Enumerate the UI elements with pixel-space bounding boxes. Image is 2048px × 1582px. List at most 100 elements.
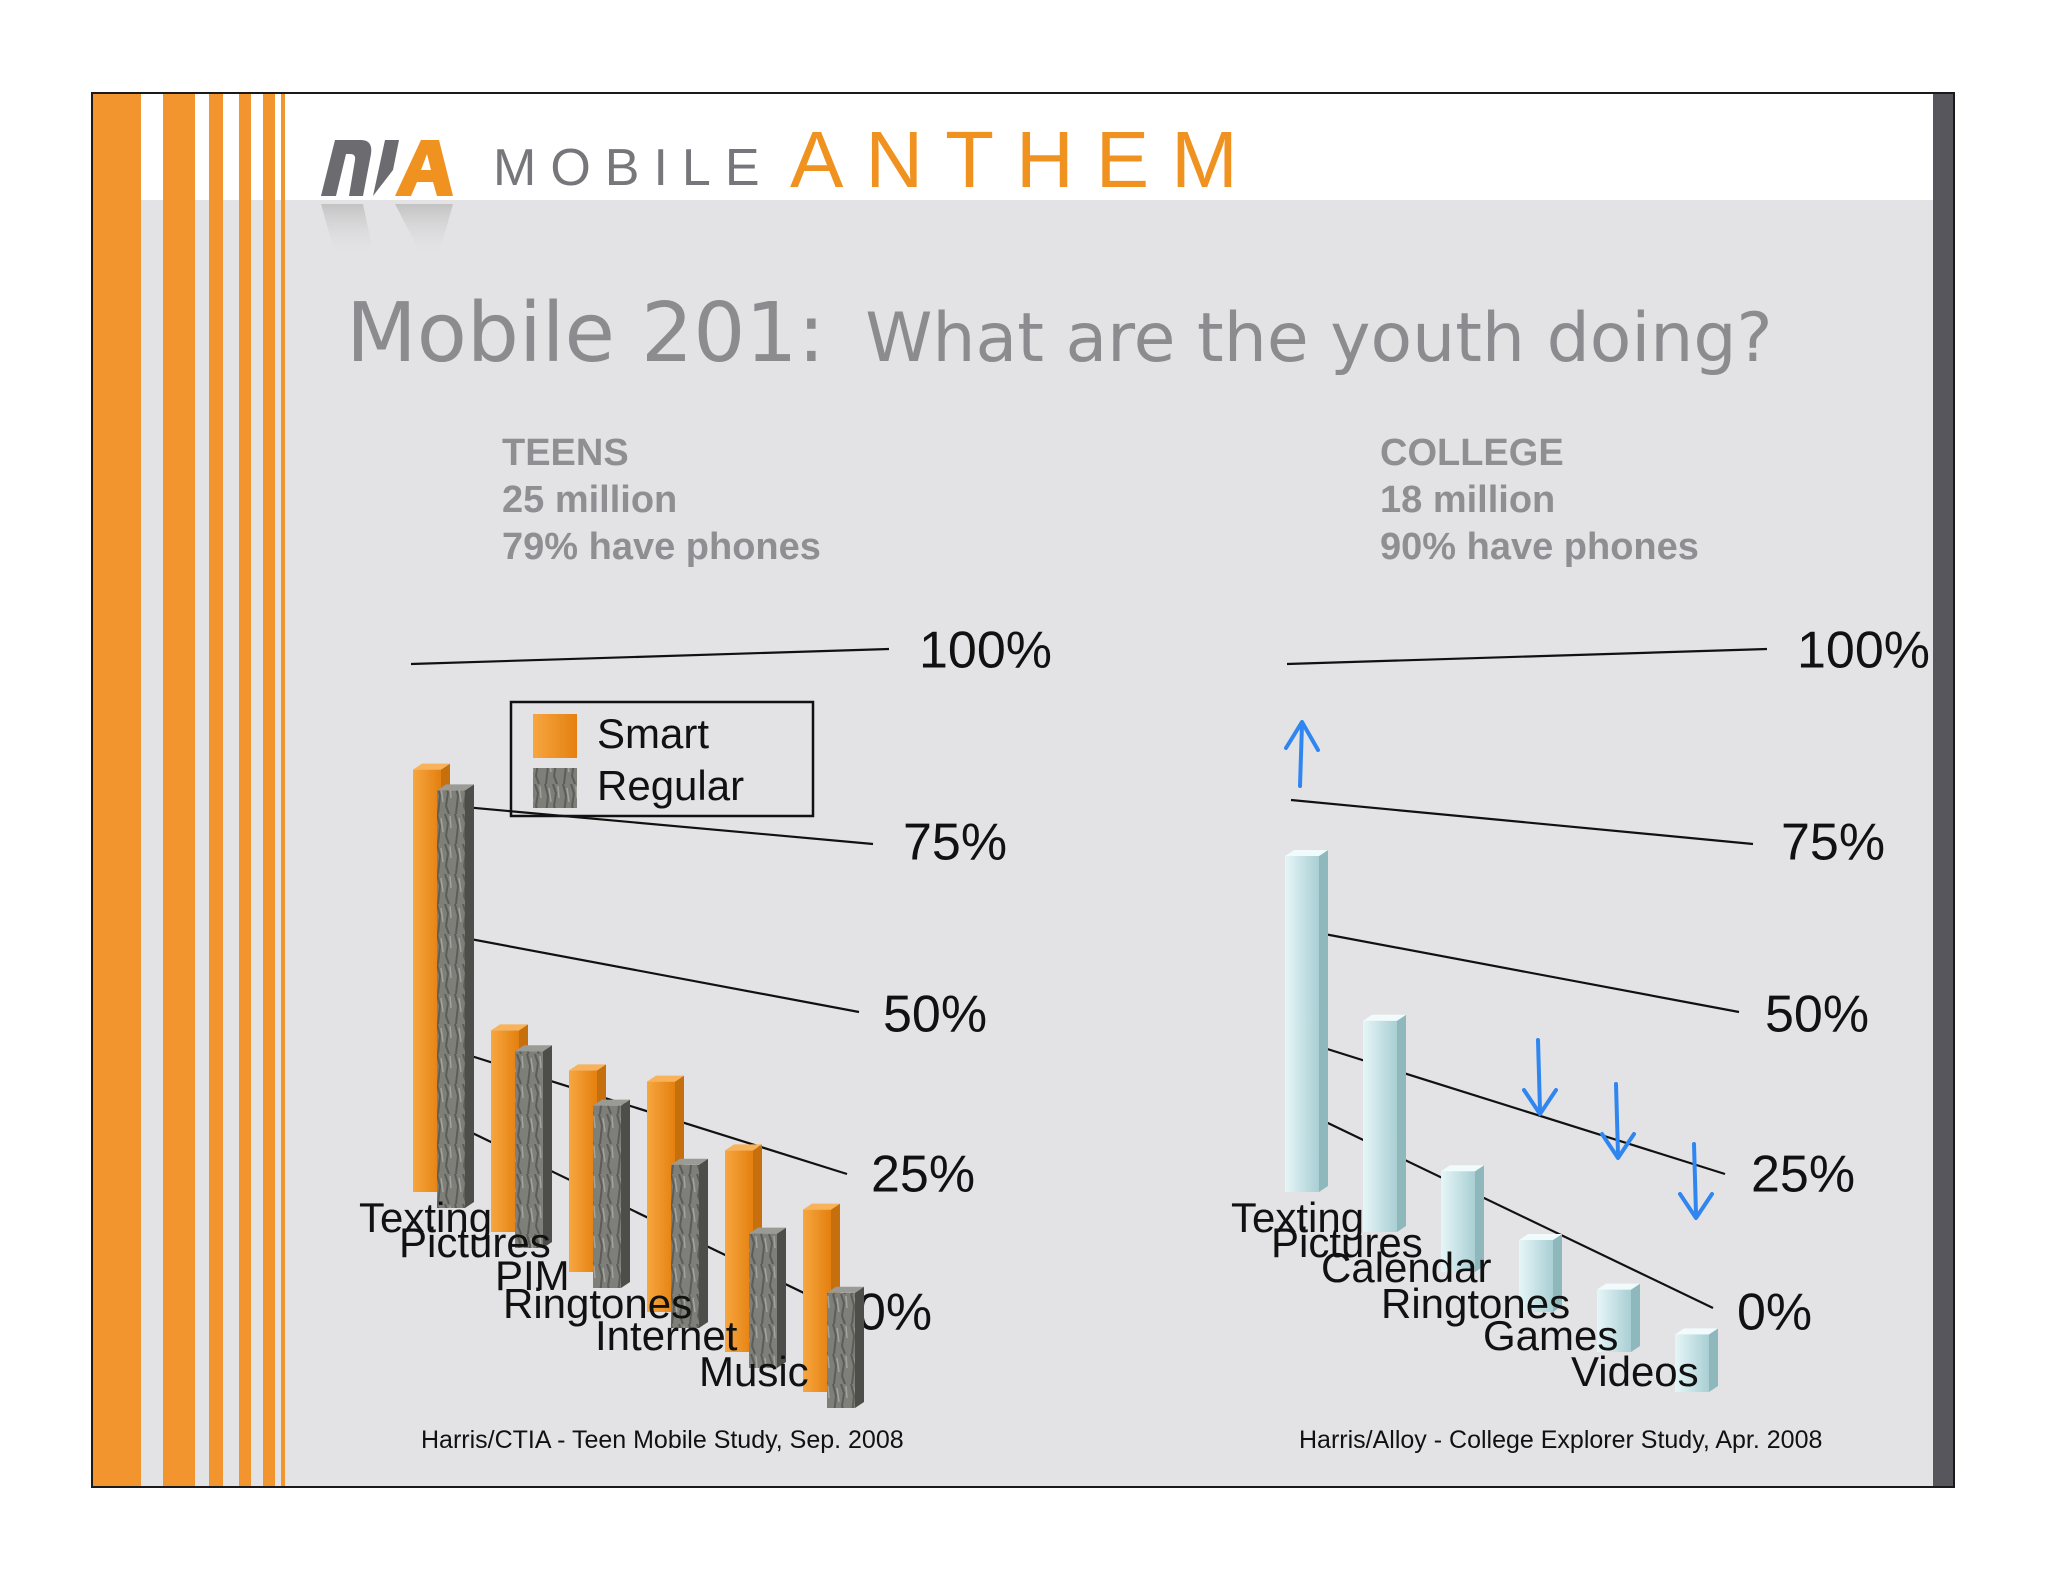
bar-side bbox=[543, 1045, 552, 1248]
bar-top bbox=[491, 1024, 528, 1031]
teens-population: 25 million bbox=[502, 479, 678, 521]
bar-side bbox=[699, 1158, 708, 1328]
decorative-stripe bbox=[209, 94, 223, 1486]
decorative-stripe bbox=[263, 94, 275, 1486]
gridline bbox=[432, 930, 860, 1014]
arrow-up-icon bbox=[1284, 720, 1320, 788]
bar-front bbox=[491, 1030, 519, 1232]
category-label: Videos bbox=[1571, 1348, 1699, 1395]
college-population: 18 million bbox=[1380, 479, 1556, 521]
category-label: Texting bbox=[1231, 1194, 1364, 1241]
college-ownership: 90% have phones bbox=[1380, 526, 1699, 568]
bar-front bbox=[515, 1051, 543, 1248]
slide: MOBILE ANTHEM Mobile 201: What are the yo… bbox=[91, 92, 1955, 1488]
y-tick-label: 0% bbox=[1737, 1284, 1812, 1342]
y-tick-label: 75% bbox=[1781, 814, 1885, 872]
y-tick-label: 25% bbox=[1751, 1146, 1855, 1204]
gridline bbox=[1286, 647, 1768, 666]
bar-regular-internet bbox=[749, 1227, 786, 1368]
arrow-head bbox=[1522, 1088, 1558, 1116]
arrow-head bbox=[1284, 720, 1320, 752]
gridline bbox=[410, 647, 890, 666]
arrow-head bbox=[1678, 1192, 1714, 1220]
legend-swatch-smart bbox=[533, 714, 577, 758]
arrow-shaft bbox=[1298, 722, 1304, 788]
bar-top bbox=[437, 784, 474, 791]
bar-ringtones bbox=[1519, 1234, 1562, 1312]
bar-calendar bbox=[1441, 1165, 1484, 1272]
bar-front bbox=[1363, 1020, 1397, 1232]
bar-texting bbox=[1285, 850, 1328, 1192]
bar-regular-music bbox=[827, 1286, 864, 1408]
bar-side bbox=[855, 1286, 864, 1408]
title-main: Mobile 201: bbox=[346, 286, 826, 381]
bar-regular-texting bbox=[437, 784, 474, 1208]
y-tick-label: 50% bbox=[1765, 986, 1869, 1044]
bar-top bbox=[1597, 1283, 1640, 1290]
bar-top bbox=[647, 1075, 684, 1082]
y-tick-label: 50% bbox=[883, 986, 987, 1044]
bar-top bbox=[413, 763, 450, 770]
bar-top bbox=[1285, 850, 1328, 856]
category-label: Ringtones bbox=[503, 1280, 692, 1327]
bar-front bbox=[1597, 1289, 1631, 1352]
bar-front bbox=[671, 1164, 699, 1328]
gridline bbox=[1302, 928, 1740, 1014]
bar-front bbox=[647, 1081, 675, 1312]
category-label: Pictures bbox=[1271, 1219, 1423, 1266]
bar-side bbox=[1475, 1165, 1484, 1272]
y-tick-label: 100% bbox=[1797, 622, 1930, 680]
bar-top bbox=[1441, 1165, 1484, 1172]
bar-top bbox=[515, 1045, 552, 1052]
arrow-down-icon bbox=[1678, 1142, 1714, 1220]
mobile-anthem-logo-icon bbox=[321, 140, 453, 254]
decorative-stripe bbox=[163, 94, 195, 1486]
teens-chart: 100% 75% 50% 25% 0% TextingPicturesPIMRington… bbox=[359, 622, 1052, 1408]
bar-side bbox=[1631, 1283, 1640, 1352]
bar-videos bbox=[1675, 1328, 1718, 1392]
title-subtitle: What are the youth doing? bbox=[865, 299, 1773, 378]
teens-heading: TEENS bbox=[502, 432, 629, 474]
bar-side bbox=[621, 1099, 630, 1288]
category-label: Calendar bbox=[1321, 1244, 1491, 1291]
bar-front bbox=[437, 790, 465, 1208]
chart-legend: Smart Regular bbox=[509, 700, 815, 818]
bar-side bbox=[1319, 850, 1328, 1192]
category-label: Games bbox=[1483, 1312, 1618, 1359]
bar-top bbox=[725, 1144, 762, 1151]
bar-top bbox=[569, 1064, 606, 1071]
bar-side bbox=[1553, 1234, 1562, 1312]
gridline bbox=[1290, 798, 1754, 846]
category-label: Music bbox=[699, 1348, 809, 1395]
y-tick-label: 25% bbox=[871, 1146, 975, 1204]
category-label: Pictures bbox=[399, 1219, 551, 1266]
college-source: Harris/Alloy - College Explorer Study, A… bbox=[1299, 1426, 1823, 1454]
bar-side bbox=[465, 784, 474, 1208]
bar-front bbox=[1441, 1171, 1475, 1272]
bar-regular-ringtones bbox=[671, 1158, 708, 1328]
legend-label-regular: Regular bbox=[597, 762, 744, 809]
arrow-head bbox=[1600, 1132, 1636, 1160]
bar-top bbox=[1363, 1014, 1406, 1021]
bar-side bbox=[1397, 1014, 1406, 1232]
bar-front bbox=[1675, 1334, 1709, 1392]
slide-right-edge bbox=[1933, 94, 1953, 1486]
college-chart: 100% 75% 50% 25% 0% TextingPicturesCalendarRi… bbox=[1231, 622, 1930, 1395]
bar-front bbox=[803, 1209, 831, 1392]
bar-top bbox=[803, 1203, 840, 1210]
bar-front bbox=[1519, 1240, 1553, 1312]
bar-regular-pim bbox=[593, 1099, 630, 1288]
decorative-stripe bbox=[281, 94, 285, 1486]
y-tick-label: 75% bbox=[903, 814, 1007, 872]
bar-front bbox=[1285, 856, 1319, 1192]
teens-info: TEENS 25 million 79% have phones bbox=[502, 430, 821, 571]
bar-regular-pictures bbox=[515, 1045, 552, 1248]
arrow-shaft bbox=[1614, 1082, 1620, 1156]
bar-side bbox=[1709, 1328, 1718, 1392]
y-tick-label: 100% bbox=[919, 622, 1052, 680]
brand-mobile-text: MOBILE bbox=[493, 139, 774, 197]
bar-side bbox=[777, 1227, 786, 1368]
arrow-down-icon bbox=[1522, 1038, 1558, 1116]
legend-swatch-regular bbox=[533, 768, 577, 808]
bar-front bbox=[725, 1150, 753, 1352]
